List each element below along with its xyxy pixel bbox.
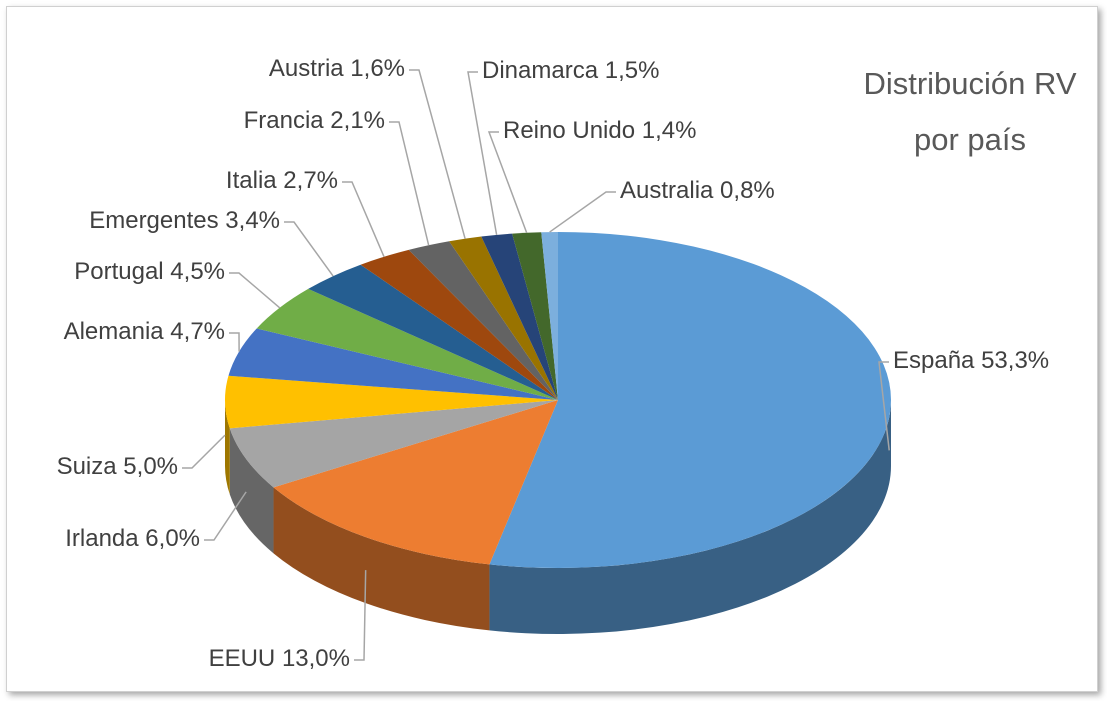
slice xyxy=(229,400,559,488)
label-category: Emergentes xyxy=(89,207,218,234)
leader-line xyxy=(342,181,385,258)
label-category: Portugal xyxy=(74,258,163,285)
label-category: Dinamarca xyxy=(482,57,599,84)
label-category: Australia xyxy=(620,177,714,204)
leader-line xyxy=(487,131,528,234)
slice xyxy=(408,241,558,400)
leader-line xyxy=(389,121,430,246)
leader-line xyxy=(284,221,334,277)
label-value: 2,7% xyxy=(283,167,338,194)
data-label: EEUU 13,0% xyxy=(209,645,350,672)
chart-title: Distribución RV por país xyxy=(863,66,1077,157)
data-label: España 53,3% xyxy=(893,347,1049,374)
label-value: 3,4% xyxy=(225,207,280,234)
data-label: Reino Unido 1,4% xyxy=(503,117,696,144)
leader-line xyxy=(229,332,240,352)
leader-line xyxy=(204,491,247,541)
slice xyxy=(224,375,558,429)
label-category: Austria xyxy=(269,55,344,82)
label-category: Reino Unido xyxy=(503,117,635,144)
data-label: Italia 2,7% xyxy=(226,167,338,194)
data-label: Australia 0,8% xyxy=(620,177,775,204)
label-value: 6,0% xyxy=(145,525,200,552)
slice xyxy=(449,236,558,400)
label-value: 2,1% xyxy=(330,107,385,134)
slice xyxy=(273,400,558,565)
label-category: Francia xyxy=(244,107,325,134)
slice xyxy=(228,328,559,400)
slice-side xyxy=(273,487,490,631)
label-value: 13,0% xyxy=(282,645,350,672)
data-label: Portugal 4,5% xyxy=(74,258,225,285)
slice-side xyxy=(489,400,891,634)
label-value: 4,5% xyxy=(170,258,225,285)
leader-line xyxy=(549,191,616,233)
label-category: España xyxy=(893,347,975,374)
label-value: 1,6% xyxy=(350,55,405,82)
label-category: EEUU xyxy=(209,645,276,672)
slice-side xyxy=(225,400,230,495)
leader-line xyxy=(354,570,367,661)
data-label: Dinamarca 1,5% xyxy=(482,57,659,84)
slice xyxy=(481,233,558,400)
label-value: 53,3% xyxy=(981,347,1049,374)
leader-line xyxy=(182,434,226,469)
slice xyxy=(489,232,891,568)
slice xyxy=(512,232,558,400)
leader-line xyxy=(878,361,890,451)
leader-line xyxy=(467,71,498,236)
data-label: Alemania 4,7% xyxy=(64,318,225,345)
slice xyxy=(308,264,558,400)
slice xyxy=(541,232,558,400)
label-value: 1,5% xyxy=(605,57,660,84)
data-label: Suiza 5,0% xyxy=(57,453,178,480)
label-category: Italia xyxy=(226,167,277,194)
label-value: 5,0% xyxy=(123,453,178,480)
label-category: Irlanda xyxy=(65,525,139,552)
data-label: Irlanda 6,0% xyxy=(65,525,200,552)
slice xyxy=(256,288,558,400)
data-label: Emergentes 3,4% xyxy=(89,207,280,234)
leader-line xyxy=(409,69,466,239)
leader-line xyxy=(229,272,281,309)
label-value: 4,7% xyxy=(170,318,225,345)
label-category: Alemania xyxy=(64,318,165,345)
label-category: Suiza xyxy=(57,453,118,480)
label-value: 0,8% xyxy=(720,177,775,204)
slice xyxy=(360,249,558,400)
slice-side xyxy=(229,428,274,554)
label-value: 1,4% xyxy=(642,117,697,144)
data-label: Austria 1,6% xyxy=(269,55,405,82)
data-label: Francia 2,1% xyxy=(244,107,385,134)
